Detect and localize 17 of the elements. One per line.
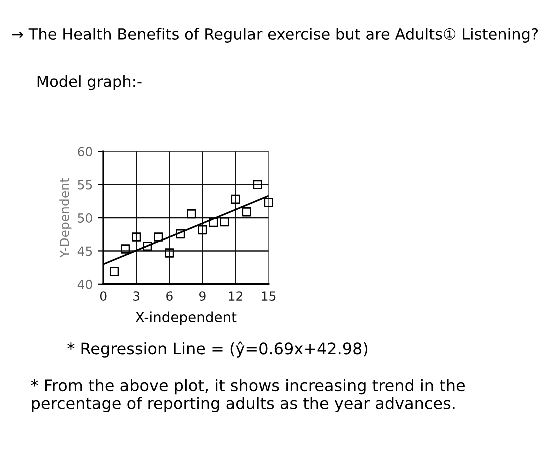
x-tick-label: 15 (262, 292, 276, 302)
x-tick-label: 6 (166, 292, 173, 302)
text: * From the above plot, it shows increasing trend in the percentage of reporting adults as the year advances. (31, 379, 465, 413)
x-tick-label: 12 (229, 292, 242, 301)
y-tick-label: 40 (78, 280, 92, 290)
y-axis-title: Y-Dependent (60, 178, 72, 258)
x-tick-label: 3 (134, 292, 140, 302)
y-tick-label: 50 (78, 214, 92, 223)
x-axis-title: X-independent (136, 312, 237, 326)
y-tick-label: 55 (78, 180, 92, 190)
x-tick-label: 0 (100, 292, 107, 302)
x-tick-label: 9 (200, 292, 206, 302)
text: * Regression Line = (ŷ=0.69x+42.98) (68, 342, 368, 358)
y-tick-label: 45 (78, 246, 92, 256)
y-tick-label: 60 (78, 147, 92, 157)
chart-title: → The Health Benefits of Regular exercise but are Adults① Listening? (12, 28, 538, 43)
chart-subtitle: Model graph:- (38, 76, 142, 90)
